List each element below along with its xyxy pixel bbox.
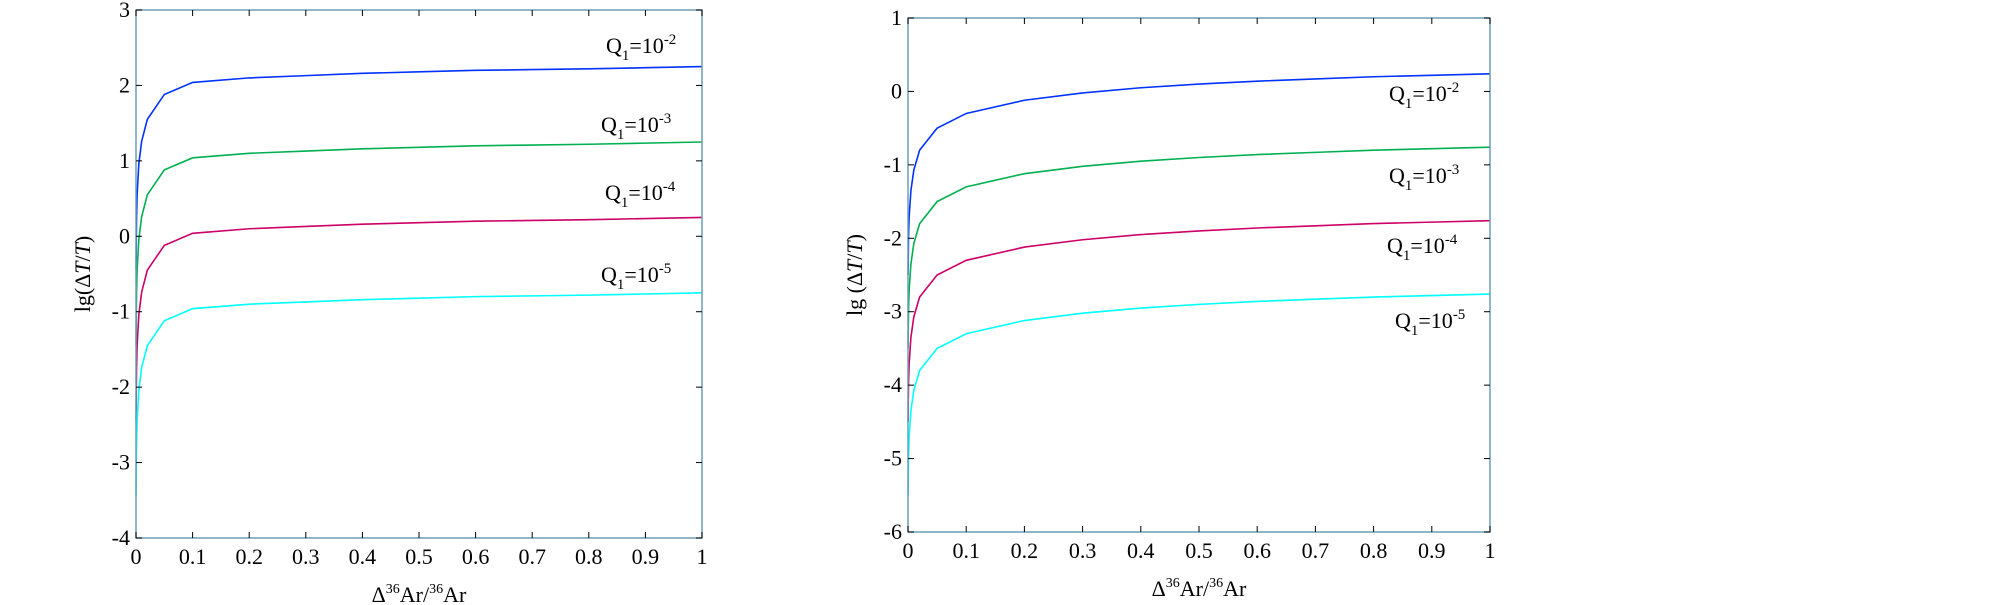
x-tick-label: 0.6 (1243, 538, 1271, 563)
x-tick-label: 0.6 (462, 544, 490, 569)
x-tick-label: 0.1 (179, 544, 207, 569)
series-label-4: Q1=10-5 (1395, 307, 1465, 339)
series-label-1: Q1=10-2 (606, 32, 676, 64)
y-tick-label: -3 (884, 299, 902, 324)
x-tick-label: 0 (131, 544, 142, 569)
y-tick-label: -3 (112, 450, 130, 475)
y-tick-label: -2 (112, 374, 130, 399)
series-line-1 (135, 65, 703, 270)
y-tick-label: -1 (112, 299, 130, 324)
y-tick-label: -5 (884, 446, 902, 471)
x-tick-label: 1 (1485, 538, 1496, 563)
x-tick-label: 0.2 (1011, 538, 1039, 563)
y-tick-label: -4 (884, 372, 902, 397)
series-label-3: Q1=10-4 (1387, 232, 1458, 264)
y-tick-label: 1 (119, 148, 130, 173)
series-label-3: Q1=10-4 (605, 179, 676, 211)
x-tick-label: 0.5 (405, 544, 433, 569)
x-tick-label: 0 (903, 538, 914, 563)
chart-1: 0 0.1 0.2 0.3 0.4 0.5 0.6 0.7 0.8 0.9 1 -4 -3 -2 -1 0 1 2… (70, 0, 708, 605)
series-line-1 (907, 73, 1491, 276)
y-axis-label: lg(ΔT/T) (70, 236, 95, 313)
x-tick-label: 0.3 (1069, 538, 1097, 563)
x-tick-label: 0.8 (1360, 538, 1388, 563)
x-tick-label: 0.9 (632, 544, 660, 569)
series-line-4 (907, 293, 1491, 496)
series-line-3 (907, 219, 1491, 422)
y-tick-label: 2 (119, 72, 130, 97)
x-tick-label: 0.1 (952, 538, 980, 563)
series-label-4: Q1=10-5 (601, 261, 671, 293)
y-tick-label: 0 (119, 223, 130, 248)
y-tick-label: -1 (884, 152, 902, 177)
y-tick-label: -6 (884, 519, 902, 544)
x-axis-label: Δ36Ar/36Ar (1152, 576, 1247, 601)
y-tick-label: 1 (891, 5, 902, 30)
x-tick-label: 0.7 (1302, 538, 1330, 563)
y-tick-label: 3 (119, 0, 130, 22)
x-tick-label: 0.7 (518, 544, 546, 569)
x-tick-label: 0.4 (349, 544, 377, 569)
y-tick-label: 0 (891, 78, 902, 103)
series-label-1: Q1=10-2 (1389, 80, 1459, 112)
series-label-2: Q1=10-3 (601, 111, 671, 143)
x-tick-label: 0.5 (1185, 538, 1213, 563)
y-tick-label: -4 (112, 525, 130, 550)
x-tick-label: 1 (697, 544, 708, 569)
plot-frame (135, 9, 703, 539)
chart-2: 0 0.1 0.2 0.3 0.4 0.5 0.6 0.7 0.8 0.9 1 -6 -5 -4 -3 -2 -… (842, 5, 1496, 601)
y-axis-label: lg (ΔT/T) (842, 234, 867, 316)
series-line-2 (907, 146, 1491, 349)
series-line-4 (135, 292, 703, 496)
x-tick-label: 0.2 (235, 544, 263, 569)
series-line-2 (135, 141, 703, 345)
x-tick-label: 0.3 (292, 544, 320, 569)
x-tick-label: 0.4 (1127, 538, 1155, 563)
x-tick-label: 0.9 (1418, 538, 1446, 563)
x-axis-label: Δ36Ar/36Ar (372, 582, 467, 605)
series-line-3 (135, 216, 703, 421)
x-tick-label: 0.8 (575, 544, 603, 569)
series-label-2: Q1=10-3 (1389, 162, 1459, 194)
y-tick-label: -2 (884, 225, 902, 250)
